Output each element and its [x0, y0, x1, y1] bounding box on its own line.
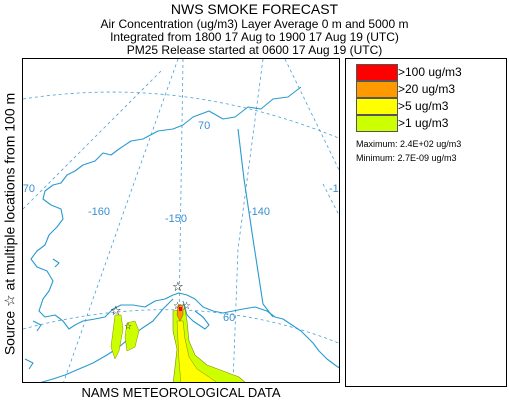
- grid-line-lon-160: [63, 59, 179, 382]
- grid-label-lon-160: -160: [88, 206, 110, 218]
- legend-maximum: Maximum: 2.4E+02 ug/m3: [356, 139, 462, 149]
- legend-label-20: >20 ug/m3: [398, 82, 456, 96]
- grid-line-lon-170: [23, 68, 164, 210]
- source-star-icon: ☆: [172, 279, 184, 294]
- release-line: PM25 Release started at 0600 17 Aug 19 (…: [126, 43, 383, 57]
- western-islands: [24, 258, 60, 370]
- smoke-contour-5ug: [176, 320, 217, 382]
- grid-line-lon-130: [284, 59, 339, 171]
- cook-inlet-coast: [40, 298, 174, 382]
- legend-swatch-20: [356, 81, 398, 98]
- grid-label-lon-150: -150: [165, 213, 187, 225]
- map-svg: 70 60 -170 -160 -150 -140 -130 ☆ ☆ ☆☆ ☆: [23, 59, 340, 382]
- smoke-contour-west-2: [124, 320, 140, 352]
- smoke-contour-west: [110, 314, 124, 360]
- source-star-icon: ☆: [124, 321, 132, 331]
- legend-swatch-1: [356, 115, 398, 132]
- legend-label-5: >5 ug/m3: [398, 99, 449, 113]
- grid-label-70: 70: [198, 120, 210, 132]
- grid-label-lon-130: -130: [329, 183, 340, 195]
- legend-minimum: Minimum: 2.7E-09 ug/m3: [356, 153, 457, 163]
- grid-label-lon-170: -170: [23, 183, 35, 195]
- concentration-line: Air Concentration (ug/m3) Layer Average …: [100, 17, 409, 31]
- canada-border: [237, 128, 274, 318]
- source-star-icon: ☆: [110, 303, 122, 318]
- grid-line-lon-130b: [322, 183, 339, 216]
- map-panel: 70 60 -170 -160 -150 -140 -130 ☆ ☆ ☆☆ ☆: [22, 58, 340, 383]
- grid-line-lat-70: [23, 91, 339, 139]
- source-side-text: Source ☆ at multiple locations from 100 …: [1, 92, 18, 356]
- grid-label-lon-140: -140: [248, 206, 270, 218]
- integration-line: Integrated from 1800 17 Aug to 1900 17 A…: [110, 30, 399, 44]
- alaska-coastline: [30, 86, 339, 369]
- legend-label-100: >100 ug/m3: [398, 65, 462, 79]
- legend-panel: >100 ug/m3 >20 ug/m3 >5 ug/m3 >1 ug/m3 M…: [345, 58, 507, 387]
- legend-swatch-5: [356, 98, 398, 115]
- source-star-icon: ☆☆: [173, 301, 191, 312]
- grid-label-60: 60: [223, 312, 235, 324]
- legend-label-1: >1 ug/m3: [398, 116, 449, 130]
- source-side-label: Source ☆ at multiple locations from 100 …: [2, 60, 18, 388]
- kenai-coast: [182, 300, 210, 330]
- forecast-title: NWS SMOKE FORECAST: [170, 1, 339, 17]
- grid-line-lat-60: [23, 309, 339, 344]
- meteorological-data-label: NAMS METEOROLOGICAL DATA: [81, 385, 281, 400]
- legend-swatch-100: [356, 64, 398, 81]
- smoke-contour-100ug: [179, 307, 182, 311]
